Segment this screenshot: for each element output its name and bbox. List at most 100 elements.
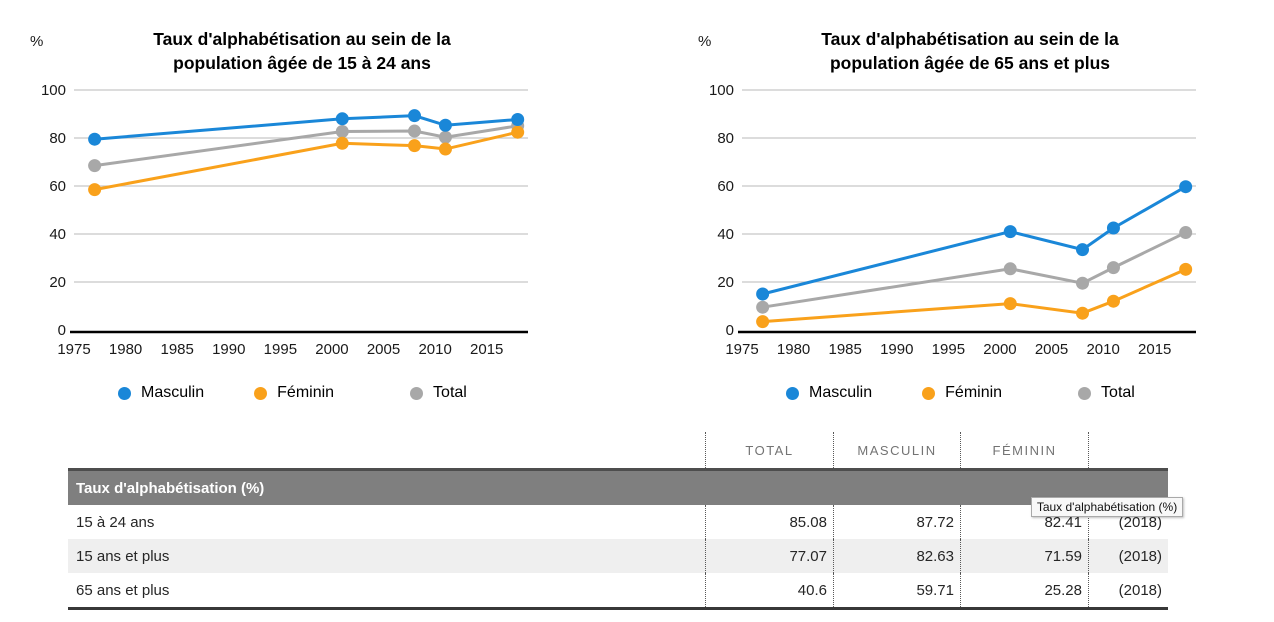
x-tick-label: 1975 (725, 341, 758, 358)
data-point-féminin[interactable] (1106, 294, 1120, 308)
data-point-total[interactable] (88, 159, 102, 173)
series-line-masculin (762, 185, 1187, 296)
data-point-total[interactable] (756, 300, 770, 314)
data-point-masculin[interactable] (438, 118, 452, 132)
legend-item-total[interactable]: Total (410, 384, 467, 402)
data-point-masculin[interactable] (756, 287, 770, 301)
row-label: 65 ans et plus (76, 581, 170, 599)
plot-area: 0 20 40 60 80 100 1975 1980 1985 1990 1995 2000 2005… (709, 82, 1196, 358)
plot-area: 0 20 40 60 80 100 1975 1980 1985 1990 1995 2000 2005… (41, 82, 528, 358)
data-point-féminin[interactable] (438, 142, 452, 156)
row-label: 15 à 24 ans (76, 513, 155, 531)
cell-total: 85.08 (705, 505, 833, 539)
data-point-total[interactable] (1179, 226, 1193, 240)
cell-year: (2018) (1088, 539, 1168, 573)
data-point-total[interactable] (1003, 262, 1017, 276)
data-point-féminin[interactable] (511, 125, 525, 139)
chart-title-line2: population âgée de 65 ans et plus (830, 53, 1110, 73)
x-tick-label: 1985 (828, 341, 861, 358)
column-header-masculin[interactable]: MASCULIN (833, 432, 960, 468)
x-tick-label: 2005 (367, 341, 400, 358)
data-point-total[interactable] (335, 125, 349, 139)
chart-box-15-24-ans: % Taux d'alphabétisation au sein de la p… (6, 10, 626, 402)
legend-label-feminin: Féminin (945, 384, 1003, 401)
data-point-féminin[interactable] (335, 136, 349, 150)
data-point-masculin[interactable] (511, 112, 525, 126)
table-tooltip: Taux d'alphabétisation (%) (1031, 497, 1183, 517)
legend-item-total[interactable]: Total (1078, 384, 1135, 402)
y-axis-unit-label: % (30, 33, 43, 50)
data-point-féminin[interactable] (756, 315, 770, 329)
legend-label-masculin: Masculin (809, 384, 873, 401)
x-tick-label: 1995 (264, 341, 297, 358)
legend-dot-feminin-icon (254, 386, 268, 400)
table-section-header: Taux d'alphabétisation (%) (68, 468, 1168, 505)
legend-label-total: Total (1101, 384, 1135, 401)
chart-title-line1: Taux d'alphabétisation au sein de la (153, 29, 451, 49)
data-point-masculin[interactable] (408, 109, 421, 123)
cell-total: 77.07 (705, 539, 833, 573)
data-point-masculin[interactable] (1106, 221, 1120, 235)
y-tick-label: 20 (49, 274, 66, 291)
data-point-féminin[interactable] (408, 139, 421, 153)
x-tick-label: 2005 (1035, 341, 1068, 358)
x-tick-label: 1980 (109, 341, 142, 358)
data-point-féminin[interactable] (1076, 306, 1089, 320)
cell-feminin: 71.59 (960, 539, 1088, 573)
row-label: 15 ans et plus (76, 547, 170, 565)
table-column-header-row: TOTAL MASCULIN FÉMININ (68, 432, 1168, 468)
data-point-total[interactable] (1076, 276, 1089, 290)
legend-dot-masculin-icon (786, 386, 799, 400)
legend-item-masculin[interactable]: Masculin (786, 384, 872, 402)
legend-label-feminin: Féminin (277, 384, 335, 401)
legend-item-feminin[interactable]: Féminin (254, 384, 334, 402)
table-row-15-24-ans[interactable]: 15 à 24 ans 85.08 87.72 82.41 (2018) (68, 505, 1168, 539)
y-tick-label: 80 (49, 130, 66, 147)
data-point-total[interactable] (408, 124, 421, 138)
data-point-masculin[interactable] (1179, 180, 1193, 194)
chart-title-line1: Taux d'alphabétisation au sein de la (821, 29, 1119, 49)
data-point-féminin[interactable] (88, 183, 102, 197)
data-point-total[interactable] (1106, 261, 1120, 275)
series-line-féminin (94, 130, 519, 192)
table-row-65-ans-et-plus[interactable]: 65 ans et plus 40.6 59.71 25.28 (2018) (68, 573, 1168, 607)
line-chart-65-ans-et-plus: % Taux d'alphabétisation au sein de la p… (698, 29, 1196, 358)
data-point-féminin[interactable] (1003, 297, 1017, 311)
chart-box-65-ans-et-plus: % Taux d'alphabétisation au sein de la p… (674, 10, 1274, 402)
line-chart-15-24-ans: % Taux d'alphabétisation au sein de la p… (30, 29, 528, 358)
cell-masculin: 59.71 (833, 573, 960, 607)
legend-item-feminin[interactable]: Féminin (922, 384, 1002, 402)
legend-dot-feminin-icon (922, 386, 936, 400)
cell-masculin: 87.72 (833, 505, 960, 539)
cell-feminin: 25.28 (960, 573, 1088, 607)
legend-item-masculin[interactable]: Masculin (118, 384, 204, 402)
column-header-spacer (68, 432, 705, 468)
y-tick-label: 100 (709, 82, 734, 99)
y-tick-label: 0 (726, 322, 734, 339)
chart-legend: Masculin Féminin Total (786, 384, 1274, 402)
column-header-total[interactable]: TOTAL (705, 432, 833, 468)
table-row-15-ans-et-plus[interactable]: 15 ans et plus 77.07 82.63 71.59 (2018) (68, 539, 1168, 573)
column-header-year-spacer (1088, 432, 1168, 468)
y-tick-label: 40 (49, 226, 66, 243)
cell-year: (2018) (1088, 505, 1168, 539)
x-tick-label: 1990 (880, 341, 913, 358)
y-tick-label: 40 (717, 226, 734, 243)
cell-feminin: 82.41 (960, 505, 1088, 539)
data-point-masculin[interactable] (1003, 225, 1017, 239)
legend-dot-total-icon (410, 386, 424, 400)
data-point-féminin[interactable] (1179, 262, 1193, 276)
x-tick-label: 1985 (160, 341, 193, 358)
column-header-feminin[interactable]: FÉMININ (960, 432, 1088, 468)
data-point-masculin[interactable] (335, 112, 349, 126)
data-point-masculin[interactable] (1076, 243, 1089, 257)
x-tick-label: 1995 (932, 341, 965, 358)
data-point-total[interactable] (438, 130, 452, 144)
literacy-table: TOTAL MASCULIN FÉMININ Taux d'alphabétis… (68, 432, 1168, 610)
legend-label-total: Total (433, 384, 467, 401)
data-point-masculin[interactable] (88, 132, 102, 146)
y-tick-label: 0 (58, 322, 66, 339)
table-bottom-border (68, 607, 1168, 610)
cell-year: (2018) (1088, 573, 1168, 607)
